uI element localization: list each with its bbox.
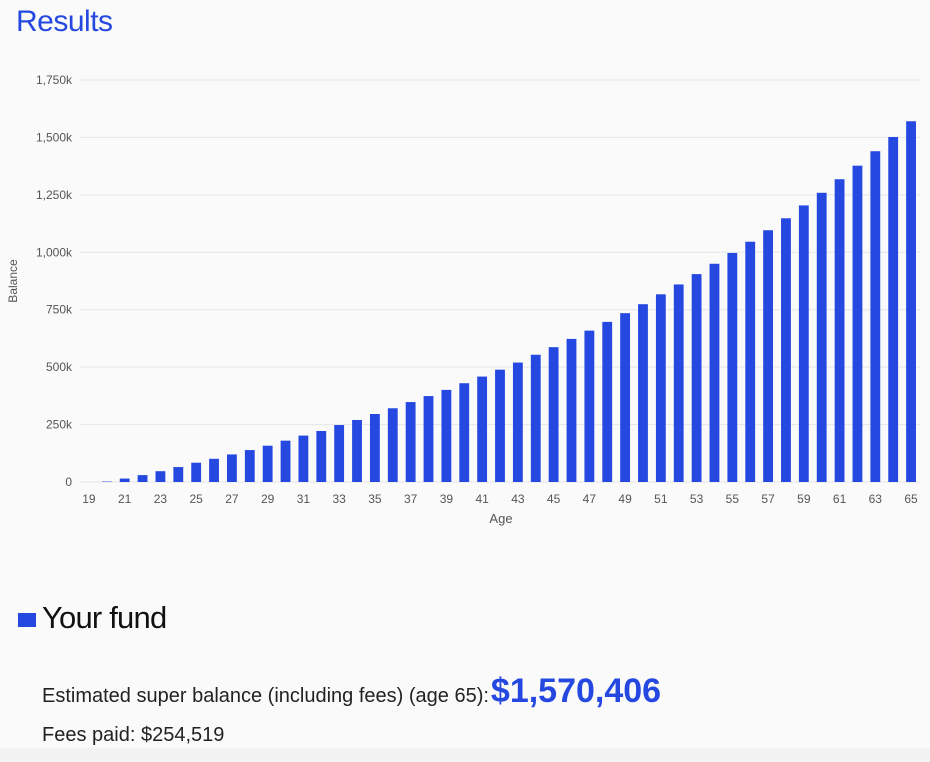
bottom-strip [0, 748, 930, 762]
estimate-value: $1,570,406 [490, 672, 662, 710]
fees-paid: Fees paid: $254,519 [42, 724, 225, 746]
y-tick-label: 0 [65, 475, 72, 489]
bar-age-49 [620, 313, 631, 482]
x-tick-label: 45 [547, 492, 561, 506]
bar-age-35 [369, 414, 380, 482]
bar-age-42 [495, 369, 505, 482]
bar-age-28 [244, 450, 255, 482]
x-tick-label: 31 [297, 492, 311, 506]
legend-label: Your fund [42, 600, 167, 635]
y-tick-label: 250k [46, 418, 73, 432]
y-tick-label: 1,250k [36, 188, 73, 202]
x-tick-label: 29 [261, 492, 275, 506]
x-tick-label: 33 [332, 492, 346, 506]
bar-age-26 [209, 458, 219, 482]
bar-age-65 [906, 121, 916, 482]
x-tick-label: 53 [690, 492, 704, 506]
x-tick-label: 57 [761, 492, 775, 506]
bar-age-51 [655, 294, 666, 482]
bar-age-24 [173, 467, 184, 482]
bar-age-54 [709, 263, 720, 482]
x-axis-label: Age [489, 511, 512, 526]
bar-age-37 [405, 402, 416, 482]
x-tick-label: 27 [225, 492, 239, 506]
x-tick-label: 37 [404, 492, 418, 506]
bar-age-40 [459, 383, 470, 482]
y-tick-label: 500k [46, 360, 73, 374]
bar-age-45 [548, 347, 559, 482]
bar-age-21 [119, 478, 130, 482]
bar-age-61 [834, 179, 845, 482]
bar-age-34 [352, 419, 362, 482]
y-tick-label: 1,750k [36, 73, 73, 87]
bar-age-32 [316, 431, 327, 482]
x-tick-label: 35 [368, 492, 382, 506]
x-tick-label: 23 [154, 492, 168, 506]
bar-age-58 [781, 218, 791, 482]
bar-age-38 [423, 396, 434, 482]
bar-age-30 [280, 440, 291, 482]
bar-age-29 [262, 445, 273, 482]
bar-age-43 [512, 362, 523, 482]
bar-age-53 [691, 274, 702, 482]
bar-age-52 [673, 284, 684, 482]
x-tick-label: 21 [118, 492, 132, 506]
y-axis-label: Balance [6, 259, 20, 303]
x-tick-label: 41 [475, 492, 489, 506]
x-tick-label: 19 [82, 492, 96, 506]
legend: Your fund [18, 600, 167, 636]
bar-age-60 [816, 192, 827, 482]
bar-age-33 [334, 425, 345, 482]
bar-age-31 [298, 435, 309, 482]
bar-age-64 [888, 136, 899, 482]
x-tick-label: 59 [797, 492, 811, 506]
x-tick-label: 43 [511, 492, 525, 506]
balance-chart: 0 250k 500k 750k 1,000k 1,250k 1,500k 1,750k Bal… [0, 60, 930, 540]
bar-age-44 [530, 354, 541, 482]
balance-bar-chart: 0 250k 500k 750k 1,000k 1,250k 1,500k 1,750k Bal… [6, 73, 920, 526]
bar-age-36 [387, 408, 398, 482]
bar-age-48 [602, 321, 613, 482]
bar-age-62 [852, 165, 863, 483]
legend-swatch [18, 613, 36, 627]
bar-age-39 [441, 389, 452, 482]
x-tick-label: 63 [869, 492, 883, 506]
bar-age-57 [763, 230, 773, 482]
x-tick-label: 65 [904, 492, 918, 506]
bar-age-25 [191, 462, 202, 482]
bar-age-59 [798, 205, 809, 482]
x-tick-label: 25 [189, 492, 203, 506]
x-tick-label: 49 [618, 492, 632, 506]
bar-age-27 [227, 454, 237, 482]
bar-age-46 [566, 338, 577, 482]
y-tick-label: 750k [46, 303, 73, 317]
bar-age-41 [477, 376, 488, 482]
x-tick-label: 39 [440, 492, 454, 506]
x-tick-label: 47 [583, 492, 597, 506]
estimate-label: Estimated super balance (including fees)… [42, 685, 489, 707]
x-tick-label: 51 [654, 492, 668, 506]
y-tick-label: 1,500k [36, 130, 73, 144]
bar-age-63 [870, 151, 881, 482]
y-tick-label: 1,000k [36, 245, 73, 259]
bar-age-56 [745, 241, 756, 482]
bar-age-22 [137, 475, 148, 482]
x-tick-label: 55 [726, 492, 740, 506]
estimate-line: Estimated super balance (including fees)… [42, 672, 661, 711]
bar-age-50 [638, 304, 648, 482]
bar-age-23 [155, 471, 166, 482]
bar-age-47 [584, 330, 595, 482]
x-tick-label: 61 [833, 492, 847, 506]
page-title: Results [16, 5, 113, 38]
bar-age-55 [727, 252, 738, 482]
